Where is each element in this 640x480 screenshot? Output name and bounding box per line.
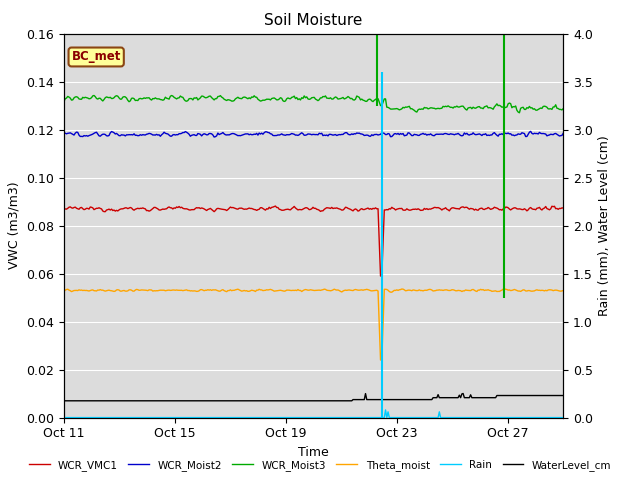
WCR_Moist3 xyxy=(122,94,129,100)
Theta_moist xyxy=(424,287,432,293)
Rain xyxy=(381,407,389,413)
Title: Soil Moisture: Soil Moisture xyxy=(264,13,363,28)
WaterLevel_cm xyxy=(223,398,230,404)
Rain xyxy=(422,415,429,420)
WCR_Moist2 xyxy=(424,132,432,137)
WCR_Moist2 xyxy=(211,134,218,140)
Theta_moist xyxy=(258,287,266,293)
Y-axis label: VWC (m3/m3): VWC (m3/m3) xyxy=(8,182,20,269)
Theta_moist xyxy=(374,288,382,294)
WCR_Moist2 xyxy=(120,132,128,138)
WCR_VMC1 xyxy=(426,206,433,212)
Rain xyxy=(559,415,567,420)
WaterLevel_cm xyxy=(60,398,68,404)
WCR_Moist3 xyxy=(516,110,524,116)
Rain xyxy=(60,415,68,420)
WCR_Moist2 xyxy=(259,132,267,137)
Line: WaterLevel_cm: WaterLevel_cm xyxy=(64,394,563,401)
Line: WCR_Moist2: WCR_Moist2 xyxy=(64,132,563,137)
Line: WCR_Moist3: WCR_Moist3 xyxy=(64,96,563,113)
WaterLevel_cm xyxy=(374,396,382,402)
Line: WCR_VMC1: WCR_VMC1 xyxy=(64,206,563,276)
WCR_Moist3 xyxy=(259,97,267,103)
WCR_VMC1 xyxy=(60,206,68,212)
WaterLevel_cm xyxy=(420,396,428,402)
WCR_VMC1 xyxy=(423,206,431,212)
WCR_Moist3 xyxy=(424,106,432,112)
Theta_moist xyxy=(60,288,68,294)
WCR_Moist3 xyxy=(376,99,383,105)
WCR_VMC1 xyxy=(271,203,279,209)
Theta_moist xyxy=(120,288,128,293)
WCR_VMC1 xyxy=(377,273,385,279)
WaterLevel_cm xyxy=(460,391,467,396)
Rain xyxy=(258,415,266,420)
WCR_Moist3 xyxy=(422,105,429,111)
WaterLevel_cm xyxy=(559,393,567,398)
WaterLevel_cm xyxy=(258,398,266,404)
Theta_moist xyxy=(559,288,567,293)
Theta_moist xyxy=(500,286,508,291)
Rain xyxy=(374,415,382,420)
WCR_Moist3 xyxy=(60,98,68,104)
Text: BC_met: BC_met xyxy=(72,50,121,63)
WCR_Moist2 xyxy=(60,130,68,135)
WCR_VMC1 xyxy=(120,205,128,211)
Line: Theta_moist: Theta_moist xyxy=(64,288,563,360)
WCR_Moist2 xyxy=(376,132,383,138)
Theta_moist xyxy=(223,289,230,295)
WCR_Moist2 xyxy=(527,129,534,134)
WCR_Moist3 xyxy=(224,97,232,103)
WCR_Moist3 xyxy=(559,106,567,111)
Rain xyxy=(424,415,432,420)
WaterLevel_cm xyxy=(423,396,431,402)
Theta_moist xyxy=(377,357,385,363)
WaterLevel_cm xyxy=(120,398,128,404)
Rain xyxy=(223,415,230,420)
Theta_moist xyxy=(422,288,429,293)
WCR_VMC1 xyxy=(223,208,230,214)
WCR_Moist3 xyxy=(90,93,98,98)
Y-axis label: Rain (mm), Water Level (cm): Rain (mm), Water Level (cm) xyxy=(598,135,611,316)
WCR_Moist2 xyxy=(559,131,567,136)
Line: Rain: Rain xyxy=(64,410,563,418)
X-axis label: Time: Time xyxy=(298,446,329,459)
WCR_Moist2 xyxy=(422,131,429,137)
WCR_Moist2 xyxy=(224,132,232,138)
Legend: WCR_VMC1, WCR_Moist2, WCR_Moist3, Theta_moist, Rain, WaterLevel_cm: WCR_VMC1, WCR_Moist2, WCR_Moist3, Theta_… xyxy=(24,456,616,475)
Rain xyxy=(120,415,128,420)
WCR_VMC1 xyxy=(258,205,266,211)
WCR_VMC1 xyxy=(376,240,383,245)
WCR_VMC1 xyxy=(559,205,567,211)
